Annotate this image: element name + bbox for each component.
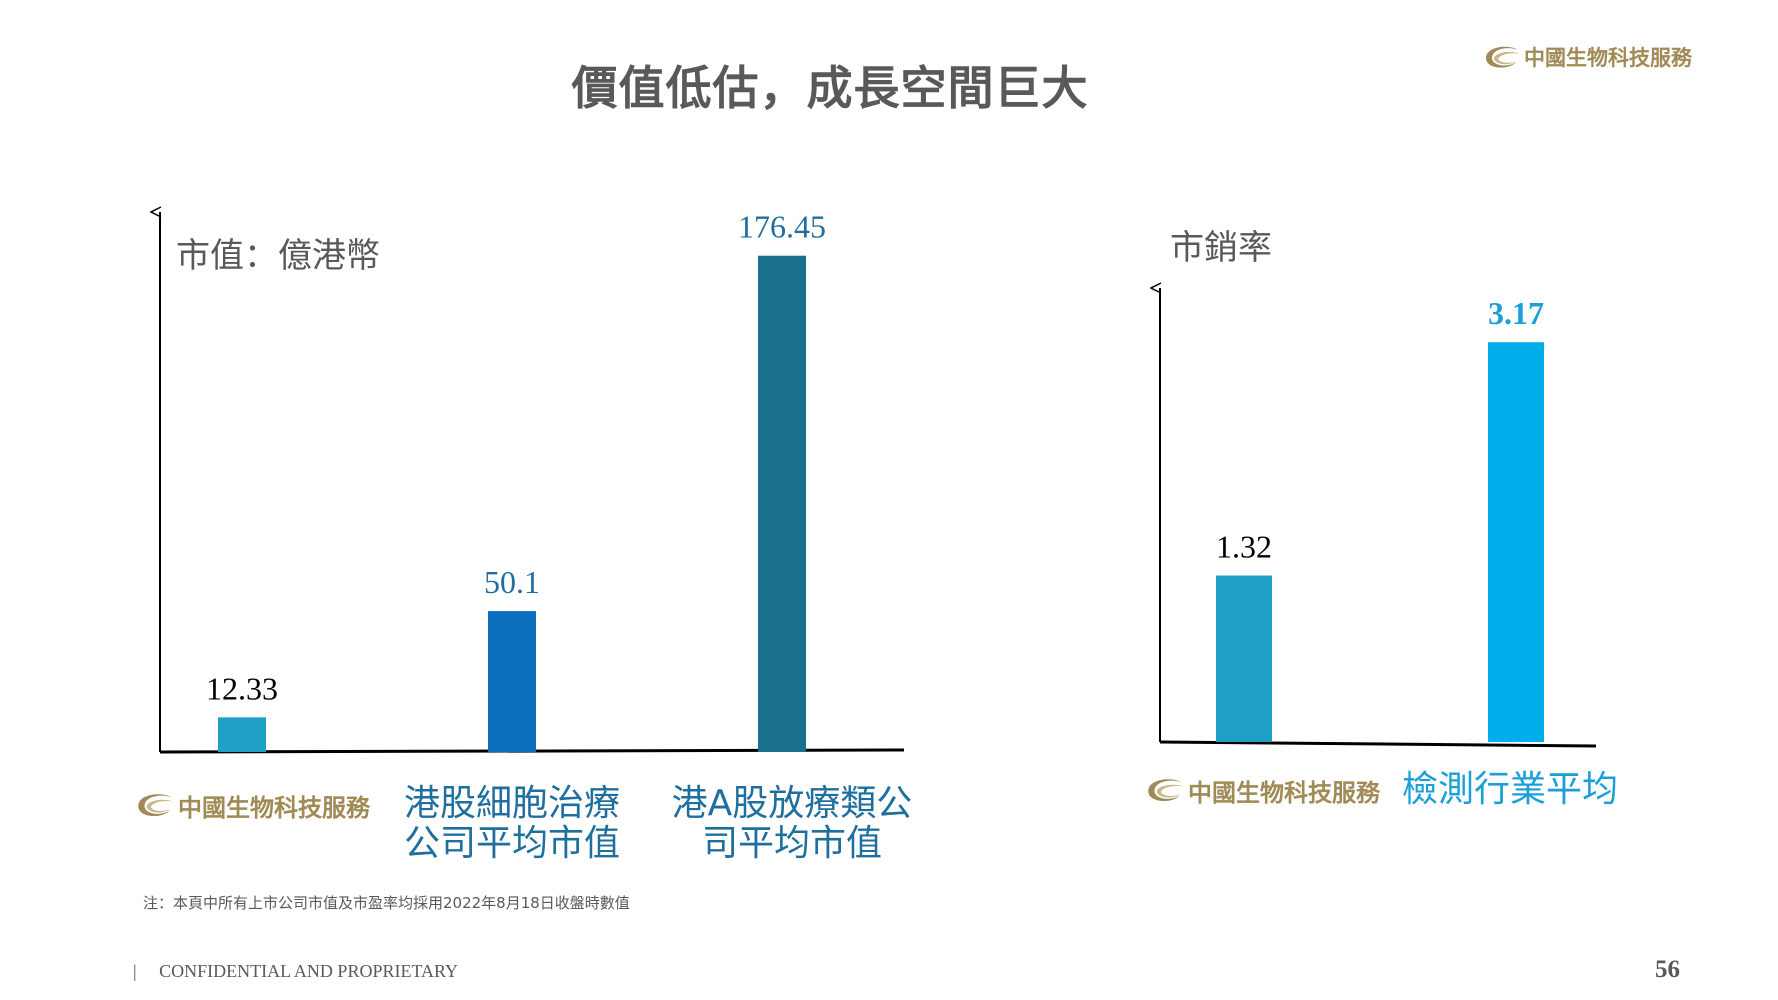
market-cap-chart: 12.33 50.1 176.45 [160,209,905,754]
chart2-ylabel: 市銷率 [1170,228,1272,268]
bar-2 [758,255,806,752]
chart1-category-2: 港A股放療類公 司平均市值 [662,784,922,864]
globe-swirl-icon [1148,779,1184,802]
logo-text: 中國生物科技服務 [1524,45,1692,70]
data-label-2: 176.45 [738,209,826,245]
company-logo: 中國生物科技服務 [1480,40,1692,74]
chart1-category-1: 港股細胞治療 公司平均市值 [392,784,632,864]
page-title: 價值低估，成長空間巨大 [571,61,1089,115]
bar-0 [1216,575,1272,742]
chart2-category-logo: 中國生物科技服務 [1142,770,1380,810]
chart1-category-logo: 中國生物科技服務 [132,785,370,825]
page-number: 56 [1655,956,1680,983]
data-label-1: 50.1 [484,564,540,600]
chart2-category-0: 中國生物科技服務 [1188,777,1380,807]
footnote: 注：本頁中所有上市公司市值及市盈率均採用2022年8月18日收盤時數值 [143,894,630,912]
chart1-ylabel: 市值：億港幣 [176,236,380,276]
globe-swirl-icon [1486,46,1520,68]
globe-swirl-icon [138,794,174,817]
category-line: 港股細胞治療 [403,783,620,824]
chart1-category-0: 中國生物科技服務 [178,792,370,822]
bar-0 [218,717,266,752]
category-line: 司平均市值 [701,823,882,864]
bar-1 [1488,342,1544,742]
category-line: 公司平均市值 [403,823,620,864]
data-label-0: 12.33 [206,670,278,706]
category-line: 港A股放療類公 [671,783,913,824]
chart2-category-1: 檢測行業平均 [1401,769,1618,810]
price-to-sales-chart: 1.32 3.17 [1159,288,1597,748]
x-axis [1159,740,1597,748]
bar-1 [488,611,536,752]
confidential-text: CONFIDENTIAL AND PROPRIETARY [159,961,459,981]
footer-divider: | [133,961,137,981]
data-label-0: 1.32 [1216,529,1272,565]
footer-confidential: | CONFIDENTIAL AND PROPRIETARY [133,961,458,982]
data-label-1: 3.17 [1488,295,1544,331]
